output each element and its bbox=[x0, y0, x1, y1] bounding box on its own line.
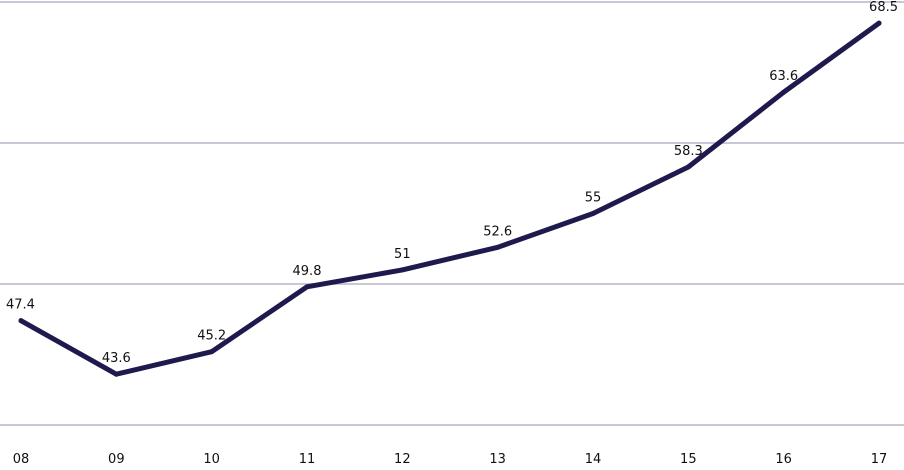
data-point-10 bbox=[209, 349, 215, 355]
data-label-13: 52.6 bbox=[483, 224, 512, 239]
data-point-09 bbox=[113, 371, 119, 377]
data-point-12 bbox=[399, 267, 405, 273]
data-labels: 47.4 43.6 45.2 49.8 51 52.6 55 58.3 63.6 68.5 bbox=[6, 0, 898, 366]
x-axis-ticks: 08 09 10 11 12 13 14 15 16 17 bbox=[13, 452, 888, 467]
x-tick-label-13: 13 bbox=[489, 452, 506, 467]
x-tick-label-11: 11 bbox=[299, 452, 316, 467]
data-label-16: 63.6 bbox=[769, 69, 798, 84]
data-label-12: 51 bbox=[394, 247, 411, 262]
x-tick-label-08: 08 bbox=[13, 452, 30, 467]
data-point-13 bbox=[495, 244, 501, 250]
data-label-09: 43.6 bbox=[102, 351, 131, 366]
data-label-14: 55 bbox=[585, 191, 602, 206]
data-point-16 bbox=[781, 89, 787, 95]
data-point-17 bbox=[876, 20, 882, 26]
x-tick-label-12: 12 bbox=[394, 452, 411, 467]
x-tick-label-14: 14 bbox=[585, 452, 602, 467]
x-tick-label-09: 09 bbox=[108, 452, 125, 467]
x-tick-label-10: 10 bbox=[203, 452, 220, 467]
data-label-17: 68.5 bbox=[869, 0, 898, 15]
series-layer bbox=[18, 20, 882, 377]
data-label-11: 49.8 bbox=[293, 264, 322, 279]
x-tick-label-17: 17 bbox=[871, 452, 888, 467]
data-label-15: 58.3 bbox=[674, 144, 703, 159]
x-tick-label-16: 16 bbox=[775, 452, 792, 467]
data-label-10: 45.2 bbox=[197, 329, 226, 344]
x-tick-label-15: 15 bbox=[680, 452, 697, 467]
data-point-14 bbox=[590, 211, 596, 216]
series-line bbox=[18, 20, 882, 377]
data-label-08: 47.4 bbox=[6, 298, 35, 313]
data-point-08 bbox=[18, 318, 24, 324]
data-point-15 bbox=[685, 164, 691, 170]
gridlines bbox=[0, 1, 904, 426]
data-point-11 bbox=[304, 284, 310, 290]
